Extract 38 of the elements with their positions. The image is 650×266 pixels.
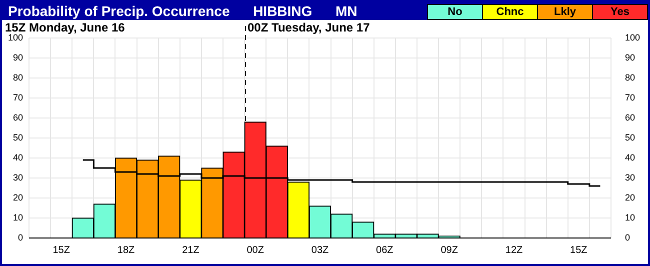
y2-tick-label: 80 [624,72,635,82]
y-tick-label: 90 [13,52,24,62]
x-tick-label: 15Z [570,244,588,256]
x-tick-label: 21Z [182,244,200,256]
y-tick-label: 0 [18,232,24,242]
y2-tick-label: 100 [624,32,640,42]
x-tick-label: 18Z [117,244,135,256]
y-tick-label: 20 [13,192,24,202]
y2-tick-label: 60 [624,112,635,122]
text: Lkly [537,4,593,20]
text: 15Z Monday, June 16 [5,20,126,34]
x-tick-label: 06Z [376,244,394,256]
y2-tick-label: 20 [624,192,635,202]
text: Yes [592,4,648,20]
y2-tick-label: 50 [624,132,635,142]
text: No [427,4,483,20]
ref-line-label: 00Z Tuesday, June 17 [248,20,370,34]
y-tick-label: 50 [13,132,24,142]
y-tick-label: 40 [13,152,24,162]
chart-title: Probability of Precip. Occurrence HIBBING MN [8,2,358,20]
y2-tick-label: 40 [624,152,635,162]
y2-tick-label: 90 [624,52,635,62]
y-tick-label: 60 [13,112,24,122]
y-tick-label: 10 [13,212,24,222]
y2-tick-label: 0 [624,232,630,242]
y2-tick-label: 70 [624,92,635,102]
x-tick-label: 03Z [311,244,329,256]
y2-tick-label: 30 [624,172,635,182]
y2-tick-label: 10 [624,212,635,222]
x-tick-label: 15Z [52,244,70,256]
x-tick-label: 00Z [246,244,264,256]
y-tick-label: 80 [13,72,24,82]
x-tick-label: 12Z [505,244,523,256]
x-tick-label: 09Z [440,244,458,256]
text: Chnc [482,4,538,20]
y-tick-label: 100 [8,32,24,42]
y-tick-label: 70 [13,92,24,102]
y-tick-label: 30 [13,172,24,182]
